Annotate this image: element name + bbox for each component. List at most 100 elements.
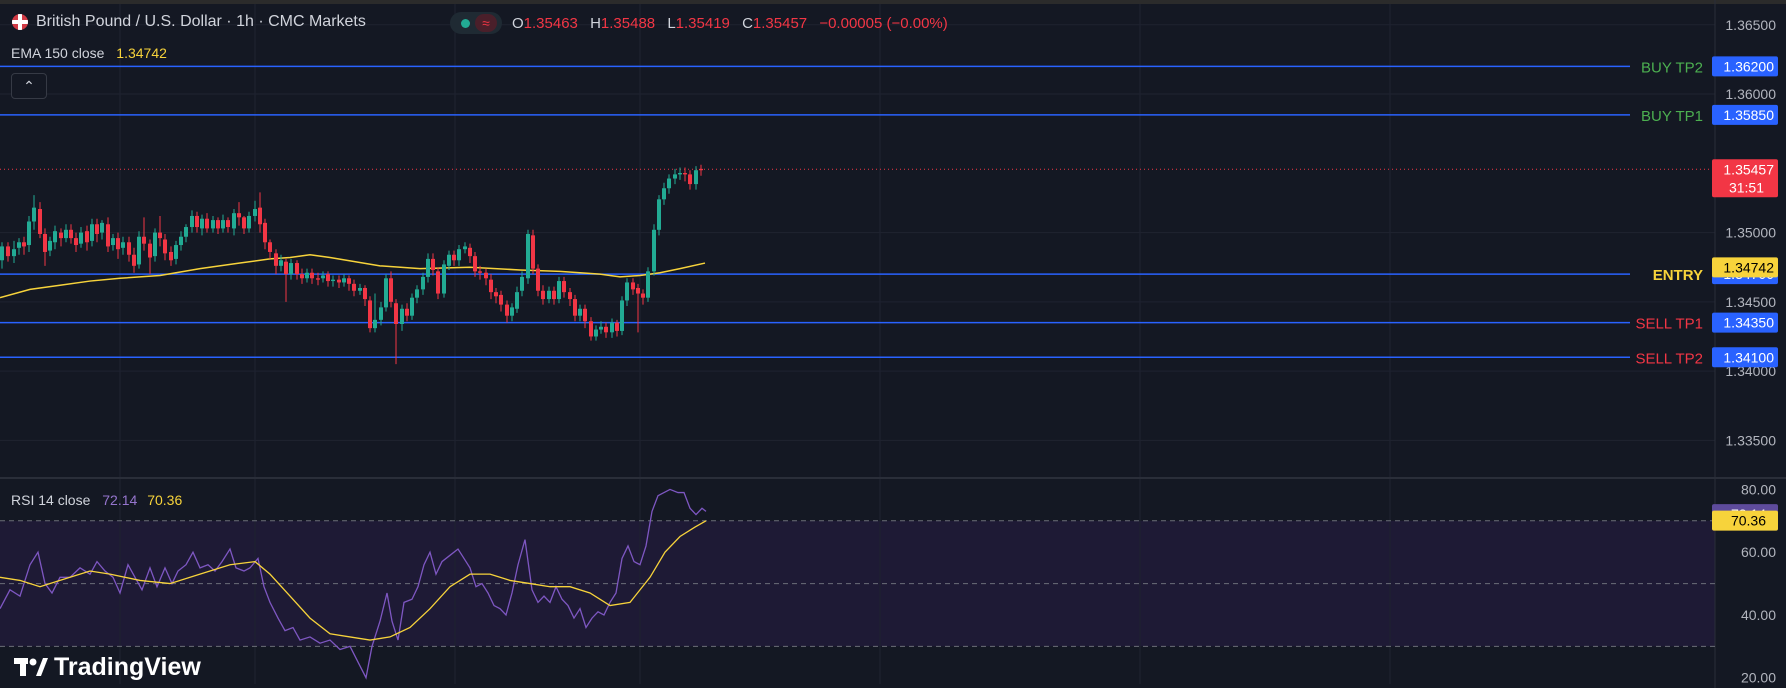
- candle-body: [363, 287, 367, 300]
- candle-body: [657, 199, 661, 230]
- candle-body: [326, 274, 330, 282]
- candle-body: [211, 220, 215, 229]
- tradingview-logo-icon: [14, 658, 48, 676]
- candle-body: [667, 178, 671, 189]
- candle-body: [604, 326, 608, 333]
- candle-body: [158, 232, 162, 239]
- price-tick-label: 1.34500: [1725, 294, 1776, 310]
- candle-body: [589, 321, 593, 337]
- candle-body: [379, 307, 383, 320]
- candle-body: [90, 224, 94, 241]
- candle-body: [531, 235, 535, 269]
- candle-body: [678, 173, 682, 175]
- candle-body: [358, 287, 362, 291]
- candle-body: [473, 256, 477, 272]
- ema-legend-value: 1.34742: [116, 45, 167, 61]
- candle-body: [631, 282, 635, 290]
- candle-body: [520, 276, 524, 291]
- candle-body: [436, 271, 440, 294]
- market-status-pill[interactable]: ≈: [450, 12, 502, 34]
- candle-body: [468, 247, 472, 257]
- candle-body: [310, 272, 314, 279]
- candle-body: [405, 308, 409, 316]
- candle-body: [489, 279, 493, 293]
- candle-body: [568, 292, 572, 300]
- chevron-up-icon: ⌃: [23, 78, 35, 94]
- candle-body: [253, 209, 257, 216]
- candle-body: [625, 282, 629, 301]
- level-price-tag-text: 1.35850: [1723, 107, 1774, 123]
- candle-body: [636, 287, 640, 294]
- candle-body: [599, 326, 603, 330]
- candle-body: [59, 232, 63, 239]
- candle-body: [169, 251, 173, 261]
- candle-body: [415, 289, 419, 298]
- candle-body: [279, 260, 283, 266]
- rsi-ma-line: [0, 520, 707, 641]
- candle-body: [594, 329, 598, 337]
- candle-body: [426, 258, 430, 277]
- candle-body: [463, 246, 467, 250]
- candle-body: [53, 231, 57, 243]
- candle-body: [268, 242, 272, 252]
- low-value: 1.35419: [675, 15, 730, 32]
- rsi-tick-label: 40.00: [1741, 607, 1776, 623]
- level-label-sell-tp1: SELL TP1: [1635, 316, 1703, 333]
- candle-body: [620, 300, 624, 331]
- last-price-tag-text: 1.35457: [1723, 161, 1774, 177]
- candle-body: [373, 319, 377, 329]
- candle-body: [74, 238, 78, 246]
- ohlc-legend: O1.35463 H1.35488 L1.35419 C1.35457 −0.0…: [512, 15, 948, 32]
- candle-body: [32, 207, 36, 222]
- rsi-tick-label: 60.00: [1741, 544, 1776, 560]
- tradingview-logo[interactable]: TradingView: [14, 653, 201, 681]
- candle-body: [95, 224, 99, 234]
- tradingview-logo-text: TradingView: [54, 652, 201, 681]
- candle-body: [195, 215, 199, 228]
- candle-body: [515, 292, 519, 309]
- candle-body: [69, 229, 73, 239]
- candle-body: [221, 220, 225, 229]
- rsi-ma-legend-value: 70.36: [147, 492, 183, 508]
- candle-body: [646, 271, 650, 298]
- wave-icon: ≈: [475, 14, 497, 32]
- candle-body: [200, 218, 204, 229]
- candle-body: [232, 213, 236, 229]
- rsi-legend[interactable]: RSI 14 close 72.14 70.36: [11, 492, 182, 508]
- level-price-tag-text: 1.34350: [1723, 315, 1774, 331]
- candle-body: [699, 168, 703, 171]
- candle-body: [457, 249, 461, 261]
- ema-legend[interactable]: EMA 150 close 1.34742: [11, 45, 167, 61]
- candle-body: [137, 236, 141, 265]
- candle-body: [337, 279, 341, 283]
- candle-body: [79, 232, 83, 244]
- candle-body: [499, 294, 503, 305]
- level-price-tag: [1712, 56, 1778, 77]
- candle-body: [384, 278, 388, 308]
- candle-body: [652, 229, 656, 272]
- rsi-ma-tag: [1712, 510, 1778, 531]
- candle-body: [352, 283, 356, 291]
- candle-body: [116, 238, 120, 250]
- candle-body: [321, 275, 325, 279]
- rsi-tick-label: 20.00: [1741, 670, 1776, 686]
- level-label-entry: ENTRY: [1653, 267, 1703, 284]
- candle-body: [142, 236, 146, 244]
- symbol-title[interactable]: British Pound / U.S. Dollar · 1h · CMC M…: [36, 13, 366, 30]
- candle-body: [610, 322, 614, 333]
- candle-body: [226, 220, 230, 228]
- candle-body: [442, 264, 446, 294]
- candle-body: [452, 254, 456, 261]
- candle-body: [300, 274, 304, 279]
- candle-body: [541, 290, 545, 300]
- candle-body: [510, 307, 514, 316]
- open-label: O: [512, 15, 524, 32]
- collapse-legend-button[interactable]: ⌃: [11, 73, 47, 99]
- candle-body: [127, 242, 131, 255]
- candle-body: [43, 233, 47, 252]
- candle-body: [38, 209, 42, 234]
- rsi-ma-tag-text: 70.36: [1731, 513, 1766, 529]
- candle-body: [368, 300, 372, 329]
- countdown-text: 31:51: [1729, 179, 1764, 195]
